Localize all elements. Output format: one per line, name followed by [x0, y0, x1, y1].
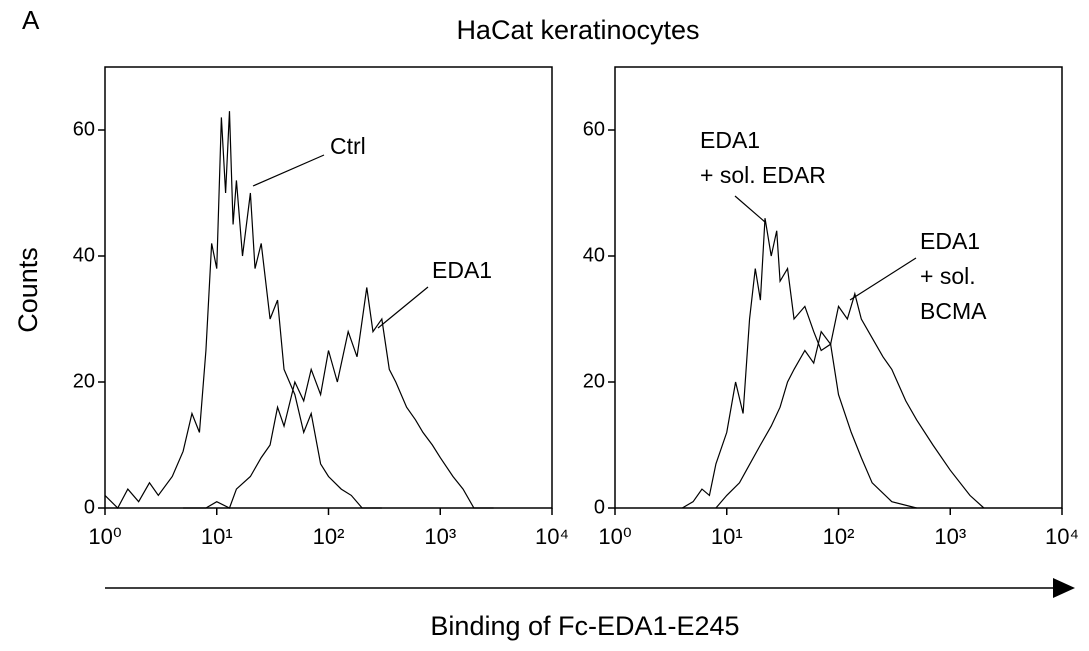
- x-tick-label: 10²: [823, 524, 855, 549]
- y-tick-label: 60: [73, 118, 95, 140]
- y-axis-label: Counts: [13, 247, 43, 333]
- x-tick-label: 10³: [424, 524, 456, 549]
- annotation: + sol. EDAR: [700, 162, 826, 188]
- arrow-head: [1053, 578, 1075, 598]
- histogram-line: [183, 287, 494, 509]
- x-axis-label: Binding of Fc-EDA1-E245: [430, 611, 739, 641]
- leader-line: [377, 286, 429, 329]
- y-tick-label: 40: [583, 244, 605, 266]
- y-tick-label: 20: [73, 370, 95, 392]
- y-tick-label: 0: [594, 496, 605, 518]
- figure-title: HaCat keratinocytes: [456, 15, 699, 45]
- y-tick-label: 0: [84, 496, 95, 518]
- y-tick-label: 60: [583, 118, 605, 140]
- annotation: + sol.: [920, 263, 976, 289]
- x-tick-label: 10¹: [201, 524, 233, 549]
- x-tick-label: 10³: [934, 524, 966, 549]
- annotation: Ctrl: [330, 133, 366, 159]
- x-tick-label: 10⁴: [1045, 524, 1079, 549]
- x-tick-label: 10⁰: [598, 524, 631, 549]
- annotation: EDA1: [700, 127, 760, 153]
- annotation: EDA1: [432, 257, 492, 283]
- plot-frame: [614, 66, 1063, 509]
- x-tick-label: 10¹: [711, 524, 743, 549]
- histogram-line: [681, 218, 917, 509]
- x-tick-label: 10⁰: [88, 524, 121, 549]
- leader-line: [849, 257, 917, 301]
- annotation: BCMA: [920, 298, 987, 324]
- x-tick-label: 10⁴: [535, 524, 569, 549]
- x-tick-label: 10²: [313, 524, 345, 549]
- leader-line: [734, 195, 766, 223]
- panel-label: A: [22, 5, 40, 35]
- y-tick-label: 40: [73, 244, 95, 266]
- histogram-line: [104, 111, 382, 509]
- y-tick-label: 20: [583, 370, 605, 392]
- leader-line: [252, 154, 325, 187]
- annotation: EDA1: [920, 228, 980, 254]
- plot-frame: [104, 66, 553, 509]
- histogram-line: [715, 291, 985, 509]
